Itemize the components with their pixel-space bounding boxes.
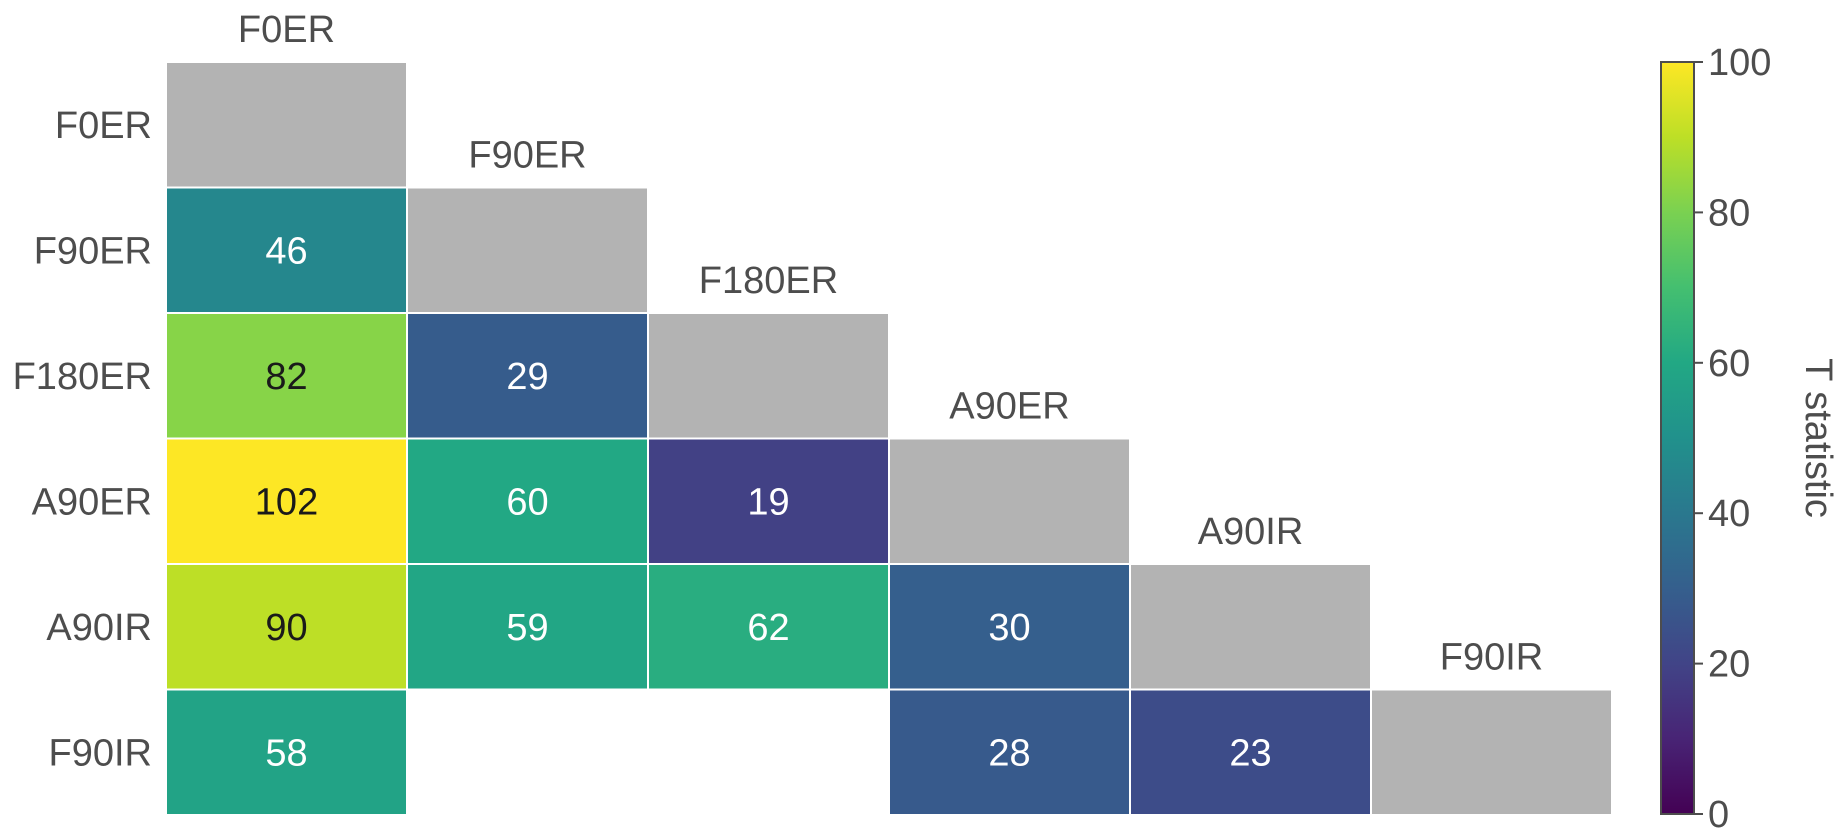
heatmap-cell <box>167 314 406 438</box>
diagonal-cell <box>890 439 1129 563</box>
cell-value-label: 30 <box>988 607 1030 649</box>
row-label: A90ER <box>32 481 152 523</box>
cell-value-label: 102 <box>255 481 318 523</box>
colorbar-gradient <box>1660 61 1695 815</box>
colorbar-tick-label: 80 <box>1708 192 1750 234</box>
column-label: A90ER <box>949 386 1069 428</box>
colorbar-tick-label: 20 <box>1708 644 1750 686</box>
heatmap-cell <box>649 439 888 563</box>
cell-value-label: 28 <box>988 732 1030 774</box>
row-label: F180ER <box>13 356 152 398</box>
cell-value-label: 58 <box>265 732 307 774</box>
column-label: F90ER <box>468 135 586 177</box>
diagonal-cell <box>167 63 406 187</box>
colorbar-tick-label: 100 <box>1708 42 1771 84</box>
row-label: F90IR <box>49 732 152 774</box>
cell-value-label: 29 <box>506 356 548 398</box>
column-labels: F0ER F90ER F180ER A90ER A90IR F90IR <box>238 9 1543 679</box>
column-label: F90IR <box>1440 637 1543 679</box>
heatmap-cell <box>167 188 406 312</box>
heatmap-cells: 46 82 29 102 60 19 90 59 62 30 58 28 23 <box>167 63 1611 814</box>
heatmap-cell <box>167 565 406 689</box>
row-label: F90ER <box>34 230 152 272</box>
heatmap-cell <box>890 565 1129 689</box>
colorbar-tick-label: 0 <box>1708 794 1729 836</box>
cell-value-label: 90 <box>265 607 307 649</box>
heatmap-cell <box>1131 690 1370 814</box>
diagonal-cell <box>408 188 647 312</box>
colorbar: 0 20 40 60 80 100 T statistic <box>1660 42 1839 836</box>
row-label: F0ER <box>55 105 152 147</box>
colorbar-tick-label: 40 <box>1708 493 1750 535</box>
column-label: F180ER <box>699 260 838 302</box>
heatmap-cell <box>167 439 406 563</box>
heatmap-cell <box>408 439 647 563</box>
colorbar-title: T statistic <box>1797 358 1839 518</box>
cell-value-label: 60 <box>506 481 548 523</box>
colorbar-ticks: 0 20 40 60 80 100 <box>1694 42 1771 836</box>
cell-value-label: 19 <box>747 481 789 523</box>
heatmap-cell <box>408 314 647 438</box>
column-label: A90IR <box>1198 511 1304 553</box>
heatmap-cell <box>167 690 406 814</box>
column-label: F0ER <box>238 9 335 51</box>
row-label: A90IR <box>46 607 152 649</box>
diagonal-cell <box>649 314 888 438</box>
diagonal-cell <box>1372 690 1611 814</box>
heatmap-cell <box>408 565 647 689</box>
diagonal-cell <box>1131 565 1370 689</box>
heatmap-cell <box>890 690 1129 814</box>
cell-value-label: 23 <box>1229 732 1271 774</box>
heatmap-cell <box>649 565 888 689</box>
row-labels: F0ER F90ER F180ER A90ER A90IR F90IR <box>13 105 152 775</box>
colorbar-tick-label: 60 <box>1708 343 1750 385</box>
cell-value-label: 82 <box>265 356 307 398</box>
cell-value-label: 59 <box>506 607 548 649</box>
cell-value-label: 62 <box>747 607 789 649</box>
cell-value-label: 46 <box>265 230 307 272</box>
